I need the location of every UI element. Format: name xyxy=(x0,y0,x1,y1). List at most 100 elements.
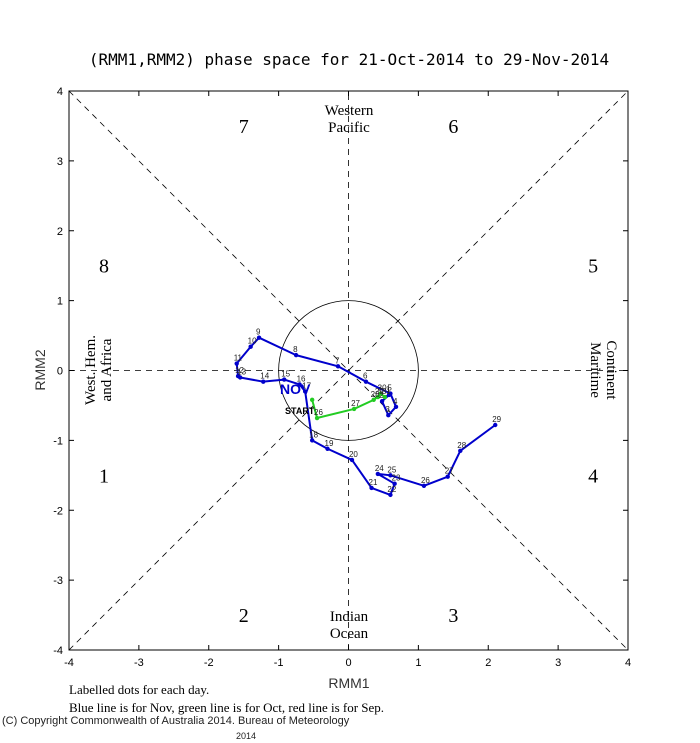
phase-guides xyxy=(68,90,629,651)
x-tick-label: 1 xyxy=(415,657,421,669)
region-right-line1: Maritime xyxy=(587,342,603,398)
day-label: 12 xyxy=(235,366,244,375)
data-point xyxy=(335,364,341,369)
data-point xyxy=(302,389,308,394)
day-label: 16 xyxy=(297,374,306,383)
phase-number-2: 2 xyxy=(239,605,249,627)
phase-number-8: 8 xyxy=(99,256,109,278)
phase-number-6: 6 xyxy=(448,116,458,138)
data-point xyxy=(393,404,399,410)
data-point xyxy=(282,377,287,382)
month-label: NOV xyxy=(280,381,311,397)
day-label: 1 xyxy=(386,385,391,394)
day-label: 15 xyxy=(281,370,290,379)
data-point xyxy=(375,394,381,400)
data-point xyxy=(309,397,315,403)
day-label: 28 xyxy=(457,441,466,450)
data-point xyxy=(371,397,376,403)
unit-circle xyxy=(278,300,419,441)
day-label: 31 xyxy=(382,387,391,396)
y-tick-label: -1 xyxy=(53,435,63,447)
day-label: 22 xyxy=(387,485,396,494)
day-label: 9 xyxy=(256,328,261,337)
region-right-line2: Continent xyxy=(603,340,619,400)
data-point xyxy=(458,448,463,454)
region-bottom-line1: Indian xyxy=(330,609,369,625)
y-axis-label: RMM2 xyxy=(32,349,48,390)
region-left-line2: and Africa xyxy=(99,338,115,401)
x-tick-label: -2 xyxy=(204,657,214,669)
region-bottom-line2: Ocean xyxy=(330,626,369,642)
chart-title: (RMM1,RMM2) phase space for 21-Oct-2014 … xyxy=(89,50,609,69)
data-point xyxy=(293,352,299,358)
data-point xyxy=(248,344,253,349)
day-label: 23 xyxy=(392,474,401,483)
day-label: 21 xyxy=(369,478,378,487)
day-label: 4 xyxy=(393,397,398,406)
data-point xyxy=(382,394,388,400)
day-label: 2 xyxy=(379,391,384,400)
note-line-1: Labelled dots for each day. xyxy=(69,682,209,697)
data-point xyxy=(386,413,391,418)
phase-number-7: 7 xyxy=(239,116,249,138)
note-line-2: Blue line is for Nov, green line is for … xyxy=(69,700,384,715)
day-label: 28 xyxy=(371,390,380,399)
data-point xyxy=(234,361,239,366)
y-tick-label: 1 xyxy=(57,296,63,308)
day-label: 13 xyxy=(237,367,246,376)
x-tick-label: 0 xyxy=(345,657,351,669)
day-label: 20 xyxy=(349,450,358,459)
data-point xyxy=(314,415,320,421)
day-label: 5 xyxy=(387,384,392,393)
day-label: 29 xyxy=(375,387,384,396)
x-tick-label: -4 xyxy=(64,657,74,669)
data-point xyxy=(309,438,315,443)
x-tick-label: 3 xyxy=(555,657,561,669)
day-label: 11 xyxy=(234,354,243,363)
day-label: 30 xyxy=(378,384,387,393)
day-label: 6 xyxy=(363,372,368,381)
data-point xyxy=(388,492,393,498)
data-point xyxy=(421,483,427,488)
y-tick-label: 3 xyxy=(57,156,63,168)
day-label: 27 xyxy=(351,399,360,408)
data-point xyxy=(378,391,383,396)
day-label: 29 xyxy=(492,415,501,424)
data-point xyxy=(375,471,381,477)
data-point xyxy=(388,473,393,478)
y-tick-label: -2 xyxy=(53,505,63,517)
series-points xyxy=(234,335,498,498)
data-point xyxy=(493,422,498,428)
day-label: 14 xyxy=(260,372,269,381)
x-tick-label: -1 xyxy=(274,657,284,669)
data-point xyxy=(261,379,266,384)
data-point xyxy=(349,457,355,463)
region-left-line1: West. Hem. xyxy=(83,335,99,405)
data-point xyxy=(363,379,369,384)
y-tick-label: 4 xyxy=(57,86,63,98)
data-point xyxy=(256,335,262,340)
data-point xyxy=(379,399,385,404)
x-tick-label: -3 xyxy=(134,657,144,669)
data-point xyxy=(369,485,374,491)
day-label: 3 xyxy=(385,405,390,414)
phase-number-4: 4 xyxy=(588,465,598,487)
x-axis-label: RMM1 xyxy=(328,675,369,691)
x-tick-label: 4 xyxy=(625,657,631,669)
phase-number-1: 1 xyxy=(99,465,109,487)
y-tick-label: -3 xyxy=(53,575,63,587)
day-label: 8 xyxy=(293,345,298,354)
day-label: 26 xyxy=(314,408,323,417)
start-label: START xyxy=(285,406,315,416)
day-label: 27 xyxy=(445,467,454,476)
data-point xyxy=(297,382,302,387)
day-label: 26 xyxy=(421,476,430,485)
series-lines xyxy=(235,336,496,496)
phase-number-3: 3 xyxy=(448,605,458,627)
day-label: 25 xyxy=(387,465,396,474)
y-tick-label: 2 xyxy=(57,226,63,238)
data-point xyxy=(445,474,450,479)
